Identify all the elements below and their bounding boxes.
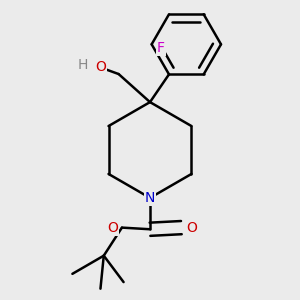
Text: N: N [145,191,155,205]
Text: H: H [78,58,88,72]
Text: O: O [95,60,106,74]
Text: O: O [107,220,118,235]
Text: O: O [186,220,197,235]
Text: F: F [157,40,165,55]
